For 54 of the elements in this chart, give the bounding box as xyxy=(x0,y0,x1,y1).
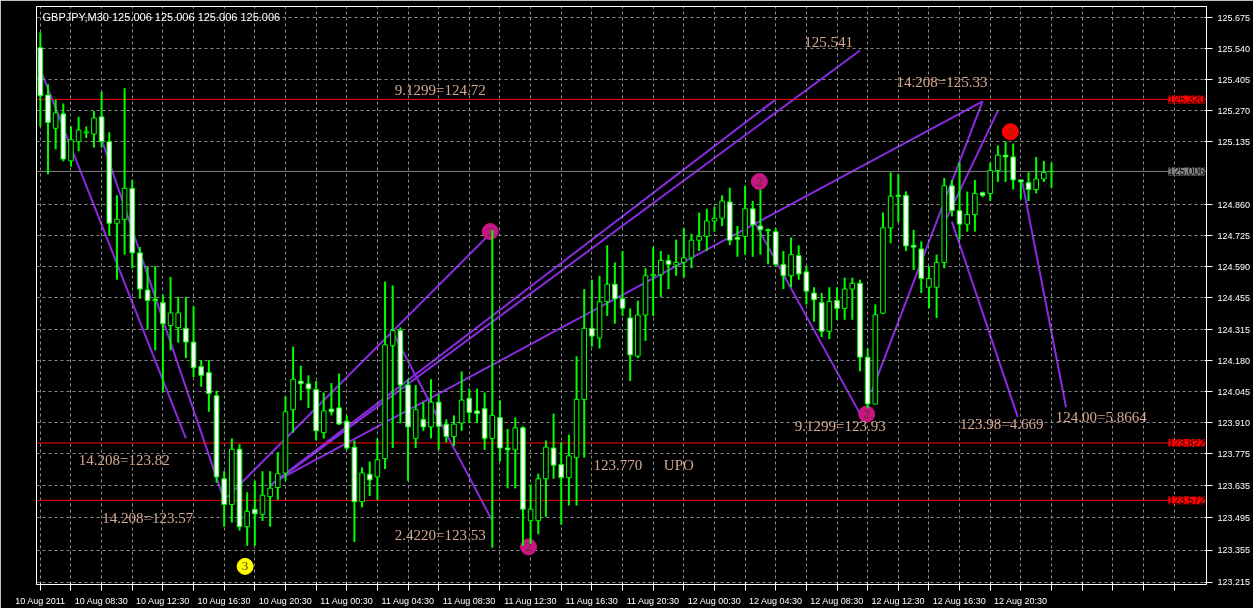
x-tick-label: 11 Aug 20:30 xyxy=(626,595,680,606)
y-tick-label: 125.540 xyxy=(1217,43,1251,54)
x-tick-label: 11 Aug 08:30 xyxy=(442,595,496,606)
x-tick-label: 12 Aug 00:30 xyxy=(687,595,741,606)
x-tick-label: 10 Aug 2011 xyxy=(15,595,66,606)
x-tick-label: 12 Aug 04:30 xyxy=(748,595,803,606)
x-tick-label: 12 Aug 12:30 xyxy=(871,595,925,606)
annotation: UPO xyxy=(663,456,694,473)
chart-title: GBPJPY,M30 125.006 125.006 125.006 125.006 xyxy=(42,10,281,23)
x-tick-label: 11 Aug 04:30 xyxy=(381,595,434,606)
x-tick-label: 12 Aug 16:30 xyxy=(932,595,986,606)
y-tick-label: 124.725 xyxy=(1217,230,1251,241)
annotation: 3 xyxy=(241,558,249,574)
y-tick-label: 123.215 xyxy=(1217,577,1251,588)
x-tick-label: 12 Aug 08:30 xyxy=(810,595,864,606)
annotation: 3 xyxy=(1007,123,1014,139)
x-tick-label: 10 Aug 20:30 xyxy=(258,595,312,606)
y-tick-label: 124.045 xyxy=(1217,386,1251,397)
y-tick-label: 123.910 xyxy=(1217,417,1251,428)
annotation: 124.00=5.8664 xyxy=(1055,409,1148,426)
y-tick-label: 125.675 xyxy=(1217,12,1251,23)
x-tick-label: 11 Aug 00:30 xyxy=(320,595,373,606)
x-tick-label: 11 Aug 16:30 xyxy=(565,595,618,606)
x-tick-label: 10 Aug 12:30 xyxy=(136,595,190,606)
annotation: 123.770 xyxy=(593,456,643,473)
y-tick-label: 124.180 xyxy=(1217,355,1251,366)
y-tick-label: 123.495 xyxy=(1217,512,1251,523)
x-tick-label: 11 Aug 12:30 xyxy=(504,595,557,606)
annotation: 14.208=123.57 xyxy=(102,510,194,527)
x-tick-label: 10 Aug 08:30 xyxy=(74,595,128,606)
ref-line-label: 125.320 xyxy=(1168,94,1205,106)
y-tick-label: 125.405 xyxy=(1217,74,1251,85)
annotation: 9.1299=124.72 xyxy=(394,82,486,99)
annotation: 2 xyxy=(756,173,763,189)
y-tick-label: 124.315 xyxy=(1217,324,1251,335)
x-tick-label: 12 Aug 20:30 xyxy=(994,595,1048,606)
annotation: 2.4220=123.53 xyxy=(394,527,486,544)
y-tick-label: 123.635 xyxy=(1217,480,1251,491)
x-tick-label: 10 Aug 16:30 xyxy=(197,595,251,606)
annotation: 123.98=4.669 xyxy=(960,416,1044,433)
y-tick-label: 124.860 xyxy=(1217,199,1251,210)
y-tick-label: 123.355 xyxy=(1217,545,1251,556)
y-tick-label: 124.455 xyxy=(1217,292,1251,303)
ref-line-label: 123.572 xyxy=(1168,495,1205,507)
y-tick-label: 125.135 xyxy=(1217,136,1251,147)
y-tick-label: 124.590 xyxy=(1217,261,1251,272)
annotation: 125.541 xyxy=(804,34,853,51)
annotation: 14.208=125.33 xyxy=(896,73,988,90)
annotation: 2 xyxy=(525,538,532,554)
y-tick-label: 123.775 xyxy=(1217,448,1251,459)
ref-line-label: 125.006 xyxy=(1168,166,1205,178)
ref-line-label: 123.822 xyxy=(1168,437,1205,449)
y-tick-label: 125.270 xyxy=(1217,105,1251,116)
annotation: 14.208=123.82 xyxy=(78,452,170,469)
